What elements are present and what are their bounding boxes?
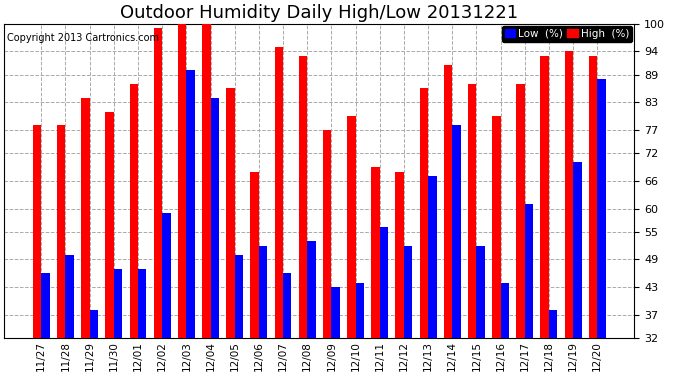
Bar xyxy=(138,269,146,338)
Legend: Low  (%), High  (%): Low (%), High (%) xyxy=(502,26,632,42)
Bar xyxy=(162,213,170,338)
Bar xyxy=(41,273,50,338)
Bar xyxy=(57,125,66,338)
Bar xyxy=(106,111,114,338)
Bar xyxy=(90,310,98,338)
Bar xyxy=(516,84,525,338)
Bar xyxy=(299,56,307,338)
Title: Outdoor Humidity Daily High/Low 20131221: Outdoor Humidity Daily High/Low 20131221 xyxy=(120,4,518,22)
Bar xyxy=(549,310,558,338)
Bar xyxy=(235,255,243,338)
Bar xyxy=(501,283,509,338)
Bar xyxy=(250,172,259,338)
Bar xyxy=(452,125,461,338)
Bar xyxy=(492,116,501,338)
Bar xyxy=(210,98,219,338)
Bar xyxy=(476,246,485,338)
Bar xyxy=(331,287,340,338)
Bar xyxy=(307,241,315,338)
Bar xyxy=(525,204,533,338)
Bar xyxy=(178,24,186,338)
Bar xyxy=(404,246,413,338)
Bar xyxy=(468,84,476,338)
Bar xyxy=(444,65,452,338)
Bar xyxy=(371,167,380,338)
Text: Copyright 2013 Cartronics.com: Copyright 2013 Cartronics.com xyxy=(8,33,159,43)
Bar xyxy=(323,130,331,338)
Bar xyxy=(589,56,598,338)
Bar xyxy=(186,70,195,338)
Bar xyxy=(380,227,388,338)
Bar xyxy=(275,47,283,338)
Bar xyxy=(33,125,41,338)
Bar xyxy=(395,172,404,338)
Bar xyxy=(355,283,364,338)
Bar xyxy=(347,116,355,338)
Bar xyxy=(540,56,549,338)
Bar xyxy=(202,24,210,338)
Bar xyxy=(154,28,162,338)
Bar xyxy=(114,269,122,338)
Bar xyxy=(81,98,90,338)
Bar xyxy=(420,88,428,338)
Bar xyxy=(130,84,138,338)
Bar xyxy=(573,162,582,338)
Bar xyxy=(66,255,74,338)
Bar xyxy=(283,273,291,338)
Bar xyxy=(428,176,437,338)
Bar xyxy=(564,51,573,338)
Bar xyxy=(598,79,606,338)
Bar xyxy=(226,88,235,338)
Bar xyxy=(259,246,267,338)
